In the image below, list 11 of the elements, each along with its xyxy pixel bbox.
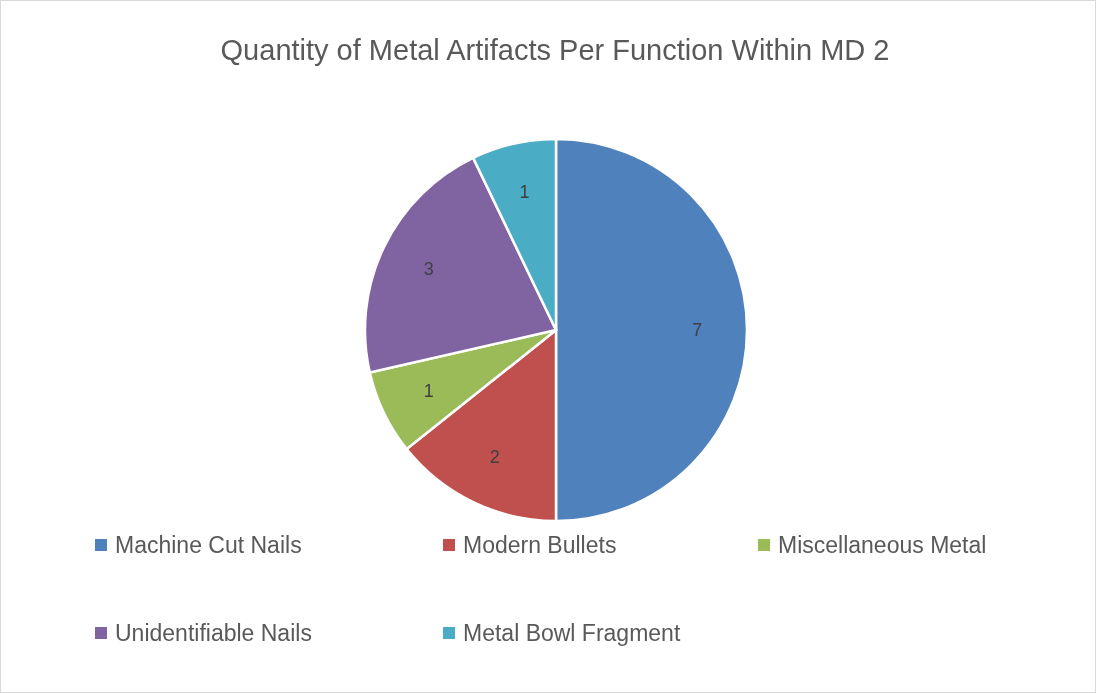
chart-title: Quantity of Metal Artifacts Per Function Within MD 2 (220, 34, 890, 66)
data-label: 2 (489, 447, 500, 468)
data-label: 3 (423, 258, 434, 279)
data-label: 1 (519, 182, 530, 203)
legend-label: Unidentifiable Nails (115, 620, 312, 646)
legend-label: Miscellaneous Metal (778, 532, 987, 558)
data-label: 1 (423, 381, 434, 402)
legend-label: Modern Bullets (463, 532, 617, 558)
legend-label: Metal Bowl Fragment (463, 620, 681, 646)
legend-label: Machine Cut Nails (115, 532, 302, 558)
data-label: 7 (692, 320, 703, 340)
